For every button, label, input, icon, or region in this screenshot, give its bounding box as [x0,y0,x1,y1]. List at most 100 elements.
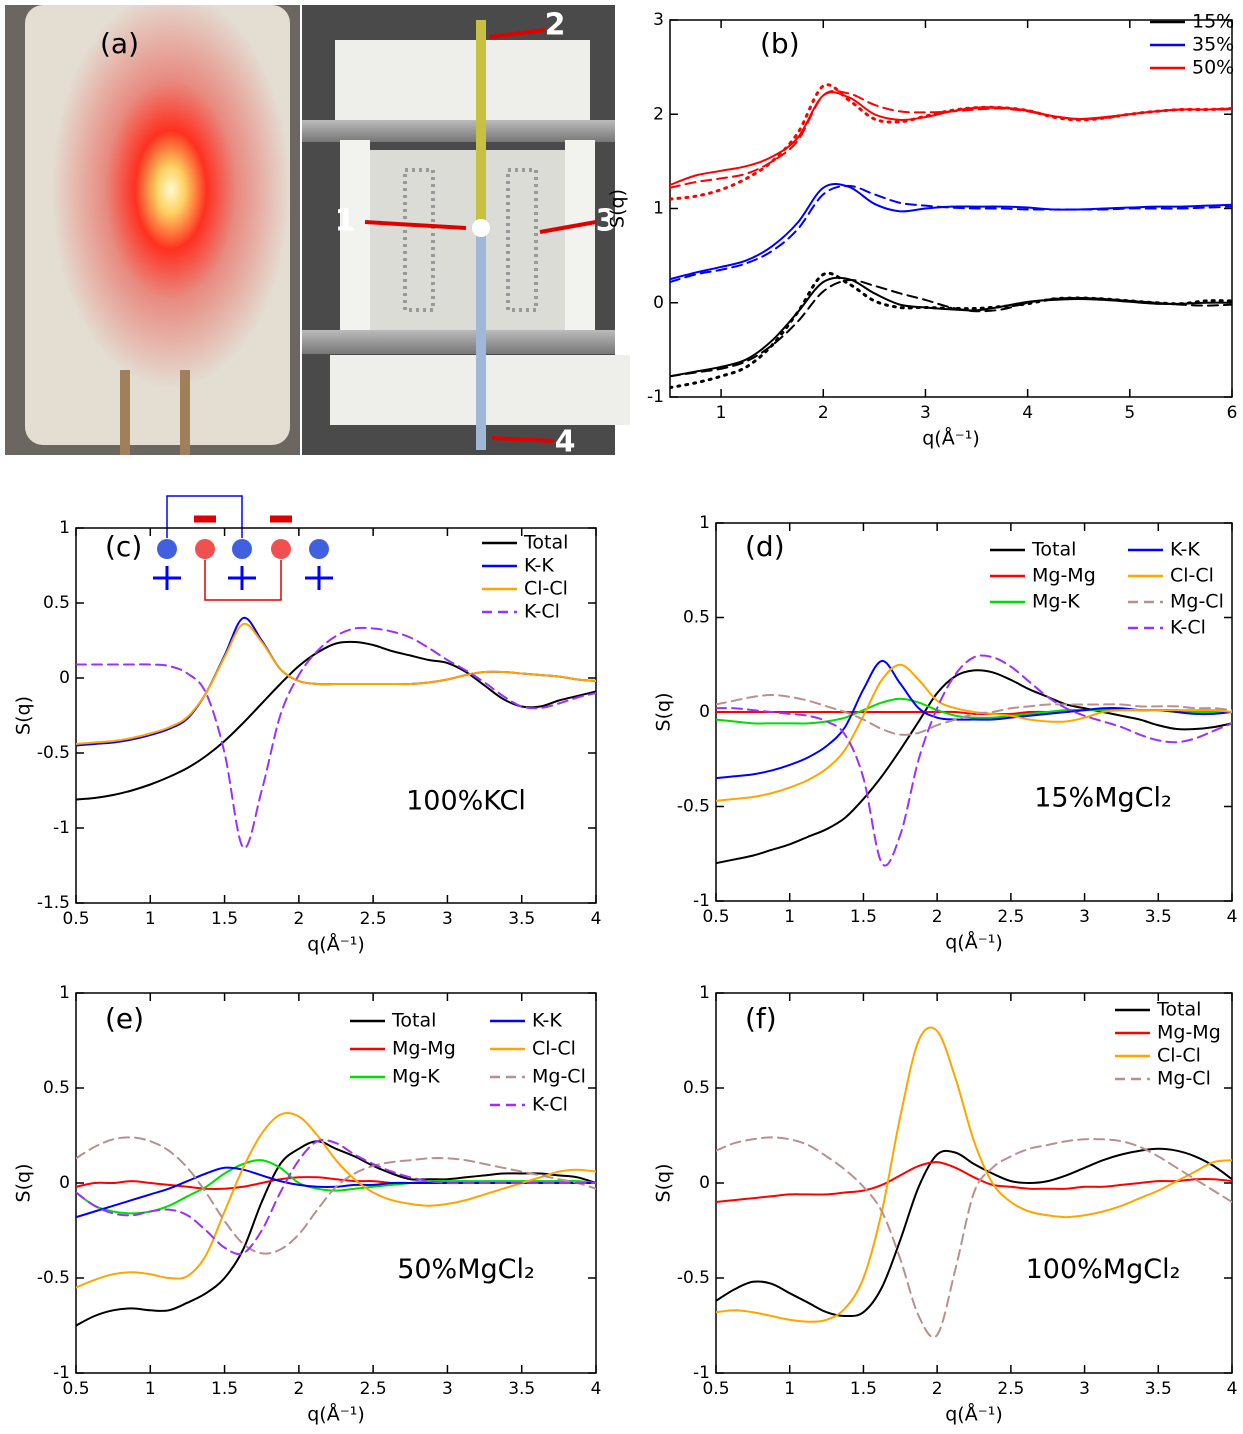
series-line [716,1137,1232,1337]
marker: 2 [545,8,566,43]
frame-top [335,40,590,120]
annotation: 50%MgCl₂ [397,1254,535,1285]
legend-label: Total [1156,999,1201,1021]
legend-label: Cl-Cl [524,578,568,600]
x-tick-label: 3 [1079,907,1090,927]
y-tick-label: 0 [699,1173,710,1193]
x-tick-label: 2.5 [360,1379,387,1399]
series-line [716,656,1232,866]
x-tick-label: 2.5 [997,907,1024,927]
legend-label: Cl-Cl [532,1038,576,1060]
legend-label: Cl-Cl [1157,1045,1201,1067]
page: (a) 1 2 3 4 -10123123456q(Å⁻¹)S(q)(b)15%… [0,0,1243,1434]
x-axis-label: q(Å⁻¹) [922,427,980,450]
series-line [670,186,1232,282]
x-tick-label: 3 [920,403,931,423]
legend-label: Mg-Mg [1032,565,1096,587]
legend-label: Mg-Cl [1170,591,1224,613]
x-axis-label: q(Å⁻¹) [307,1403,365,1426]
x-tick-label: 1 [784,1379,795,1399]
series-group [670,85,1232,388]
x-tick-label: 1.5 [850,907,877,927]
frame-side [565,140,595,330]
x-tick-label: 0.5 [62,909,89,929]
y-axis-label: S(q) [607,189,629,228]
rod [120,370,130,455]
x-tick-label: 1 [145,1379,156,1399]
x-tick-label: 3 [442,909,453,929]
x-tick-label: 3.5 [508,909,535,929]
x-tick-label: 2.5 [360,909,387,929]
panel-label: (f) [745,1002,777,1035]
chart: -1.5-1-0.500.510.511.522.533.54q(Å⁻¹)S(q… [13,518,602,956]
bar [302,120,615,142]
y-tick-label: 1 [59,983,70,1003]
panel-label: (c) [105,530,142,563]
y-tick-label: 0.5 [683,1078,710,1098]
x-tick-label: 1 [145,909,156,929]
x-axis-label: q(Å⁻¹) [945,931,1003,954]
legend-label: K-Cl [1170,617,1206,639]
y-axis-label: S(q) [13,1164,35,1203]
insulation [25,5,290,445]
legend-label: K-Cl [532,1094,568,1116]
x-tick-label: 4 [1227,907,1238,927]
x-tick-label: 4 [1022,403,1033,423]
x-axis-label: q(Å⁻¹) [307,933,365,956]
y-tick-label: 0.5 [43,1078,70,1098]
legend-label: Mg-Cl [1157,1068,1211,1090]
y-tick-label: -1 [647,387,664,407]
panel-label: (b) [760,27,800,60]
x-tick-label: 0.5 [702,1379,729,1399]
legend-label: K-K [524,555,554,577]
series-line [670,273,1232,387]
legend-label: 50% [1192,57,1234,79]
x-tick-label: 1.5 [850,1379,877,1399]
series-group [76,1113,596,1325]
legend-label: K-K [1170,539,1200,561]
figure: (a) 1 2 3 4 -10123123456q(Å⁻¹)S(q)(b)15%… [0,0,1243,1434]
series-line [716,1162,1232,1202]
y-tick-label: 0 [653,293,664,313]
tube [476,20,486,220]
legend-label: 35% [1192,34,1234,56]
x-tick-label: 2.5 [997,1379,1024,1399]
x-tick-label: 3 [1079,1379,1090,1399]
panel-label: (e) [105,1002,144,1035]
series-line [670,85,1232,199]
marker: 1 [335,204,356,239]
series-line [76,1141,596,1325]
rod [180,370,190,455]
legend-label: Total [391,1010,436,1032]
bar [302,330,615,354]
chart: -1-0.500.510.511.522.533.54q(Å⁻¹)S(q)(f)… [653,983,1238,1426]
y-tick-label: 0 [59,1173,70,1193]
plot-frame [76,528,596,903]
annotation: 15%MgCl₂ [1034,782,1172,813]
x-tick-label: 5 [1124,403,1135,423]
series-line [76,624,596,744]
x-tick-label: 1.5 [211,909,238,929]
legend-label: K-Cl [524,601,560,623]
y-tick-label: -0.5 [37,743,70,763]
x-tick-label: 3.5 [1145,907,1172,927]
x-tick-label: 2 [818,403,829,423]
series-line [716,661,1232,778]
y-tick-label: 1 [59,518,70,538]
legend-label: Cl-Cl [1170,565,1214,587]
sample [472,219,490,237]
series-line [76,1137,596,1253]
chart: -1-0.500.510.511.522.533.54q(Å⁻¹)S(q)(e)… [13,983,602,1426]
y-tick-label: 0.5 [43,593,70,613]
y-tick-label: 2 [653,104,664,124]
x-axis-label: q(Å⁻¹) [945,1403,1003,1426]
series-line [716,1149,1232,1316]
series-line [76,642,596,800]
series-line [670,184,1232,279]
y-tick-label: 1 [699,983,710,1003]
x-tick-label: 1 [784,907,795,927]
photo: (a) 1 2 3 4 [5,5,630,460]
x-tick-label: 0.5 [62,1379,89,1399]
x-tick-label: 2 [932,1379,943,1399]
